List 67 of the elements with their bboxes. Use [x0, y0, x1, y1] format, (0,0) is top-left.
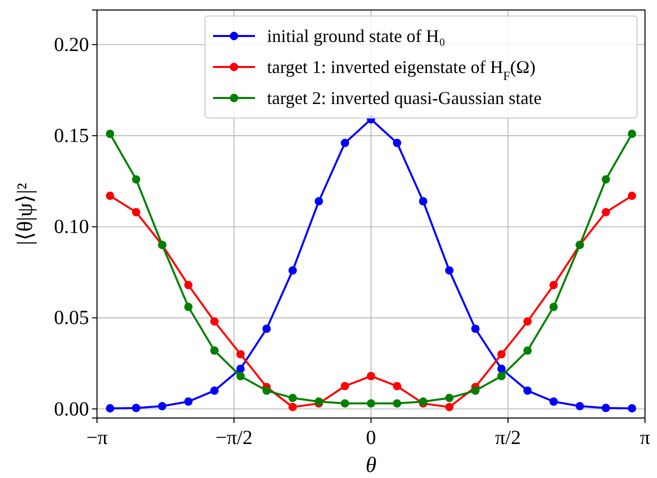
y-tick-label: 0.20 — [54, 34, 89, 56]
point — [184, 397, 193, 406]
point — [497, 350, 506, 358]
point — [602, 208, 610, 216]
point — [602, 404, 610, 412]
x-tick-label: π/2 — [495, 427, 521, 449]
x-tick-label: π — [640, 427, 650, 449]
point — [132, 208, 140, 216]
point — [184, 280, 193, 290]
point — [628, 404, 636, 413]
legend-label: target 1: inverted eigenstate of H$_{F}$(Ω) — [267, 57, 536, 83]
point — [340, 399, 350, 408]
x-tick-label: 0 — [366, 427, 376, 449]
point — [210, 386, 219, 395]
point — [262, 386, 271, 395]
point — [497, 364, 506, 373]
point — [497, 372, 506, 380]
point — [236, 364, 245, 373]
point — [549, 280, 558, 290]
point — [445, 394, 454, 402]
point — [184, 302, 193, 312]
y-tick-label: 0.00 — [54, 398, 89, 420]
point — [262, 324, 271, 333]
point — [132, 175, 140, 184]
point — [210, 346, 219, 355]
point — [314, 197, 324, 206]
point — [628, 130, 636, 138]
point — [106, 404, 114, 413]
point — [132, 404, 140, 412]
point — [392, 138, 402, 148]
point — [628, 192, 636, 200]
point — [549, 397, 558, 406]
point — [288, 266, 297, 275]
point — [288, 402, 297, 412]
point — [445, 266, 454, 275]
point — [106, 192, 114, 200]
x-tick-label: −π/2 — [216, 427, 252, 449]
point — [523, 346, 532, 355]
point — [392, 382, 402, 390]
point — [576, 402, 584, 410]
point — [366, 372, 376, 380]
x-tick-label: −π — [86, 427, 108, 449]
point — [471, 386, 480, 395]
point — [523, 317, 532, 326]
x-axis-title: θ — [366, 452, 377, 477]
y-tick-label: 0.10 — [54, 216, 89, 238]
point — [210, 317, 219, 326]
point — [236, 372, 245, 380]
point — [602, 175, 610, 184]
legend-label: initial ground state of H₀ — [267, 26, 446, 46]
point — [445, 402, 454, 412]
point — [523, 386, 532, 395]
point — [106, 130, 114, 138]
point — [288, 394, 297, 402]
point — [366, 399, 376, 408]
y-tick-label: 0.15 — [54, 125, 89, 148]
legend-label: target 2: inverted quasi-Gaussian state — [267, 88, 542, 108]
y-tick-label: 0.05 — [54, 307, 89, 330]
point — [236, 350, 245, 358]
point — [340, 382, 350, 390]
y-axis-title: |⟨θ|ψ⟩|² — [12, 182, 37, 246]
point — [418, 197, 428, 206]
point — [549, 302, 558, 312]
point — [392, 399, 402, 408]
point — [158, 402, 166, 410]
point — [340, 138, 350, 148]
point — [471, 324, 480, 333]
